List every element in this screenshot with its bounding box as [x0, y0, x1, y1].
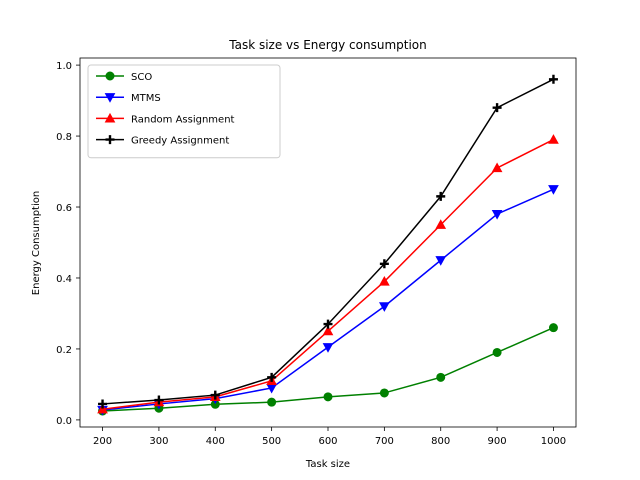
- data-point-mtms: [379, 302, 390, 312]
- y-axis-label: Energy Consumption: [31, 191, 42, 295]
- data-point-mtms: [548, 185, 559, 195]
- x-tick-label: 300: [149, 436, 168, 447]
- y-tick-label: 1.0: [56, 61, 72, 72]
- chart-title: Task size vs Energy consumption: [228, 38, 426, 52]
- data-point-mtms: [491, 210, 503, 220]
- x-tick-label: 400: [206, 436, 225, 447]
- x-axis-label: Task size: [305, 459, 350, 470]
- legend-marker-greedy-assignment: [105, 135, 115, 145]
- data-point-random-assignment: [491, 162, 503, 173]
- data-point-sco: [267, 397, 277, 407]
- data-point-random-assignment: [548, 134, 559, 144]
- y-tick-label: 0.0: [56, 416, 72, 427]
- data-point-greedy-assignment: [154, 395, 164, 405]
- data-point-greedy-assignment: [267, 372, 277, 382]
- data-point-sco: [323, 392, 333, 402]
- legend-box: [87, 64, 281, 159]
- data-point-greedy-assignment: [436, 191, 446, 201]
- series-line-mtms: [102, 188, 554, 411]
- y-tick-label: 0.8: [56, 132, 72, 143]
- data-point-random-assignment: [379, 275, 390, 286]
- legend-label-sco: SCO: [131, 72, 152, 83]
- legend-label-greedy-assignment: Greedy Assignment: [131, 136, 229, 147]
- x-tick-label: 200: [93, 436, 112, 447]
- x-tick-label: 800: [431, 436, 450, 447]
- data-point-mtms: [322, 343, 334, 353]
- x-tick-label: 600: [318, 436, 337, 447]
- legend-label-random-assignment: Random Assignment: [131, 114, 235, 125]
- data-point-sco: [548, 323, 558, 333]
- y-tick-label: 0.6: [56, 203, 72, 214]
- data-point-random-assignment: [97, 403, 108, 414]
- legend-marker-random-assignment: [104, 112, 116, 123]
- legend-marker-sco: [105, 71, 115, 81]
- data-point-greedy-assignment: [379, 259, 389, 269]
- legend: SCO MTMS Random Assignment Greedy Assignmen…: [87, 64, 281, 159]
- y-tick-label: 0.2: [56, 345, 72, 356]
- y-tick-label: 0.4: [56, 274, 72, 285]
- data-point-random-assignment: [435, 219, 447, 229]
- legend-label-mtms: MTMS: [131, 93, 161, 104]
- data-point-mtms: [435, 256, 447, 266]
- x-tick-label: 500: [262, 436, 281, 447]
- data-point-greedy-assignment: [548, 74, 558, 84]
- x-tick-label: 700: [375, 436, 394, 447]
- x-tick-label: 900: [488, 436, 507, 447]
- data-point-greedy-assignment: [323, 319, 333, 329]
- legend-marker-mtms: [104, 93, 116, 103]
- data-point-sco: [492, 347, 502, 357]
- series-line-random-assignment: [102, 138, 554, 411]
- data-point-greedy-assignment: [98, 399, 108, 409]
- data-point-sco: [379, 388, 389, 398]
- data-point-greedy-assignment: [492, 103, 502, 113]
- x-tick-label: 1000: [541, 436, 566, 447]
- data-point-greedy-assignment: [210, 390, 220, 400]
- data-point-sco: [436, 372, 446, 382]
- data-point-random-assignment: [322, 325, 334, 336]
